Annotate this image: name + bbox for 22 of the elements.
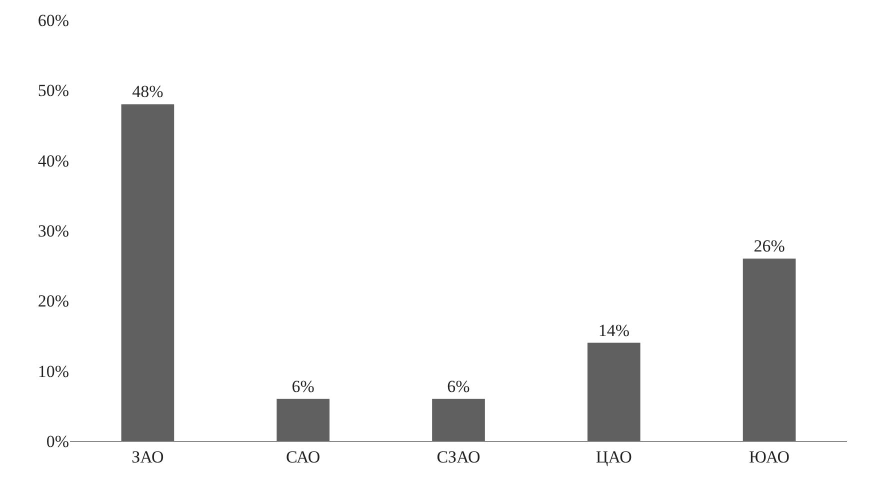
bar bbox=[587, 342, 640, 441]
y-tick-label: 20% bbox=[38, 292, 69, 311]
x-tick-label: СЗАО bbox=[436, 447, 480, 466]
x-tick-label: ЦАО bbox=[596, 447, 632, 466]
bar bbox=[432, 398, 485, 441]
y-tick-label: 30% bbox=[38, 221, 69, 240]
x-tick-label: ЗАО bbox=[132, 447, 164, 466]
data-label: 14% bbox=[598, 320, 630, 340]
bar bbox=[742, 258, 796, 441]
y-tick-label: 50% bbox=[38, 81, 69, 100]
data-label: 48% bbox=[132, 82, 164, 102]
bar bbox=[276, 398, 330, 441]
y-tick-label: 10% bbox=[38, 362, 69, 381]
y-tick-label: 40% bbox=[38, 151, 69, 170]
data-label: 6% bbox=[292, 376, 314, 396]
y-tick-label: 0% bbox=[46, 432, 69, 451]
x-tick-label: САО bbox=[286, 447, 320, 466]
y-tick-label: 60% bbox=[38, 10, 69, 30]
bar bbox=[121, 104, 174, 441]
x-tick-label: ЮАО bbox=[749, 447, 790, 466]
data-label: 26% bbox=[754, 236, 785, 256]
data-label: 6% bbox=[447, 376, 470, 396]
